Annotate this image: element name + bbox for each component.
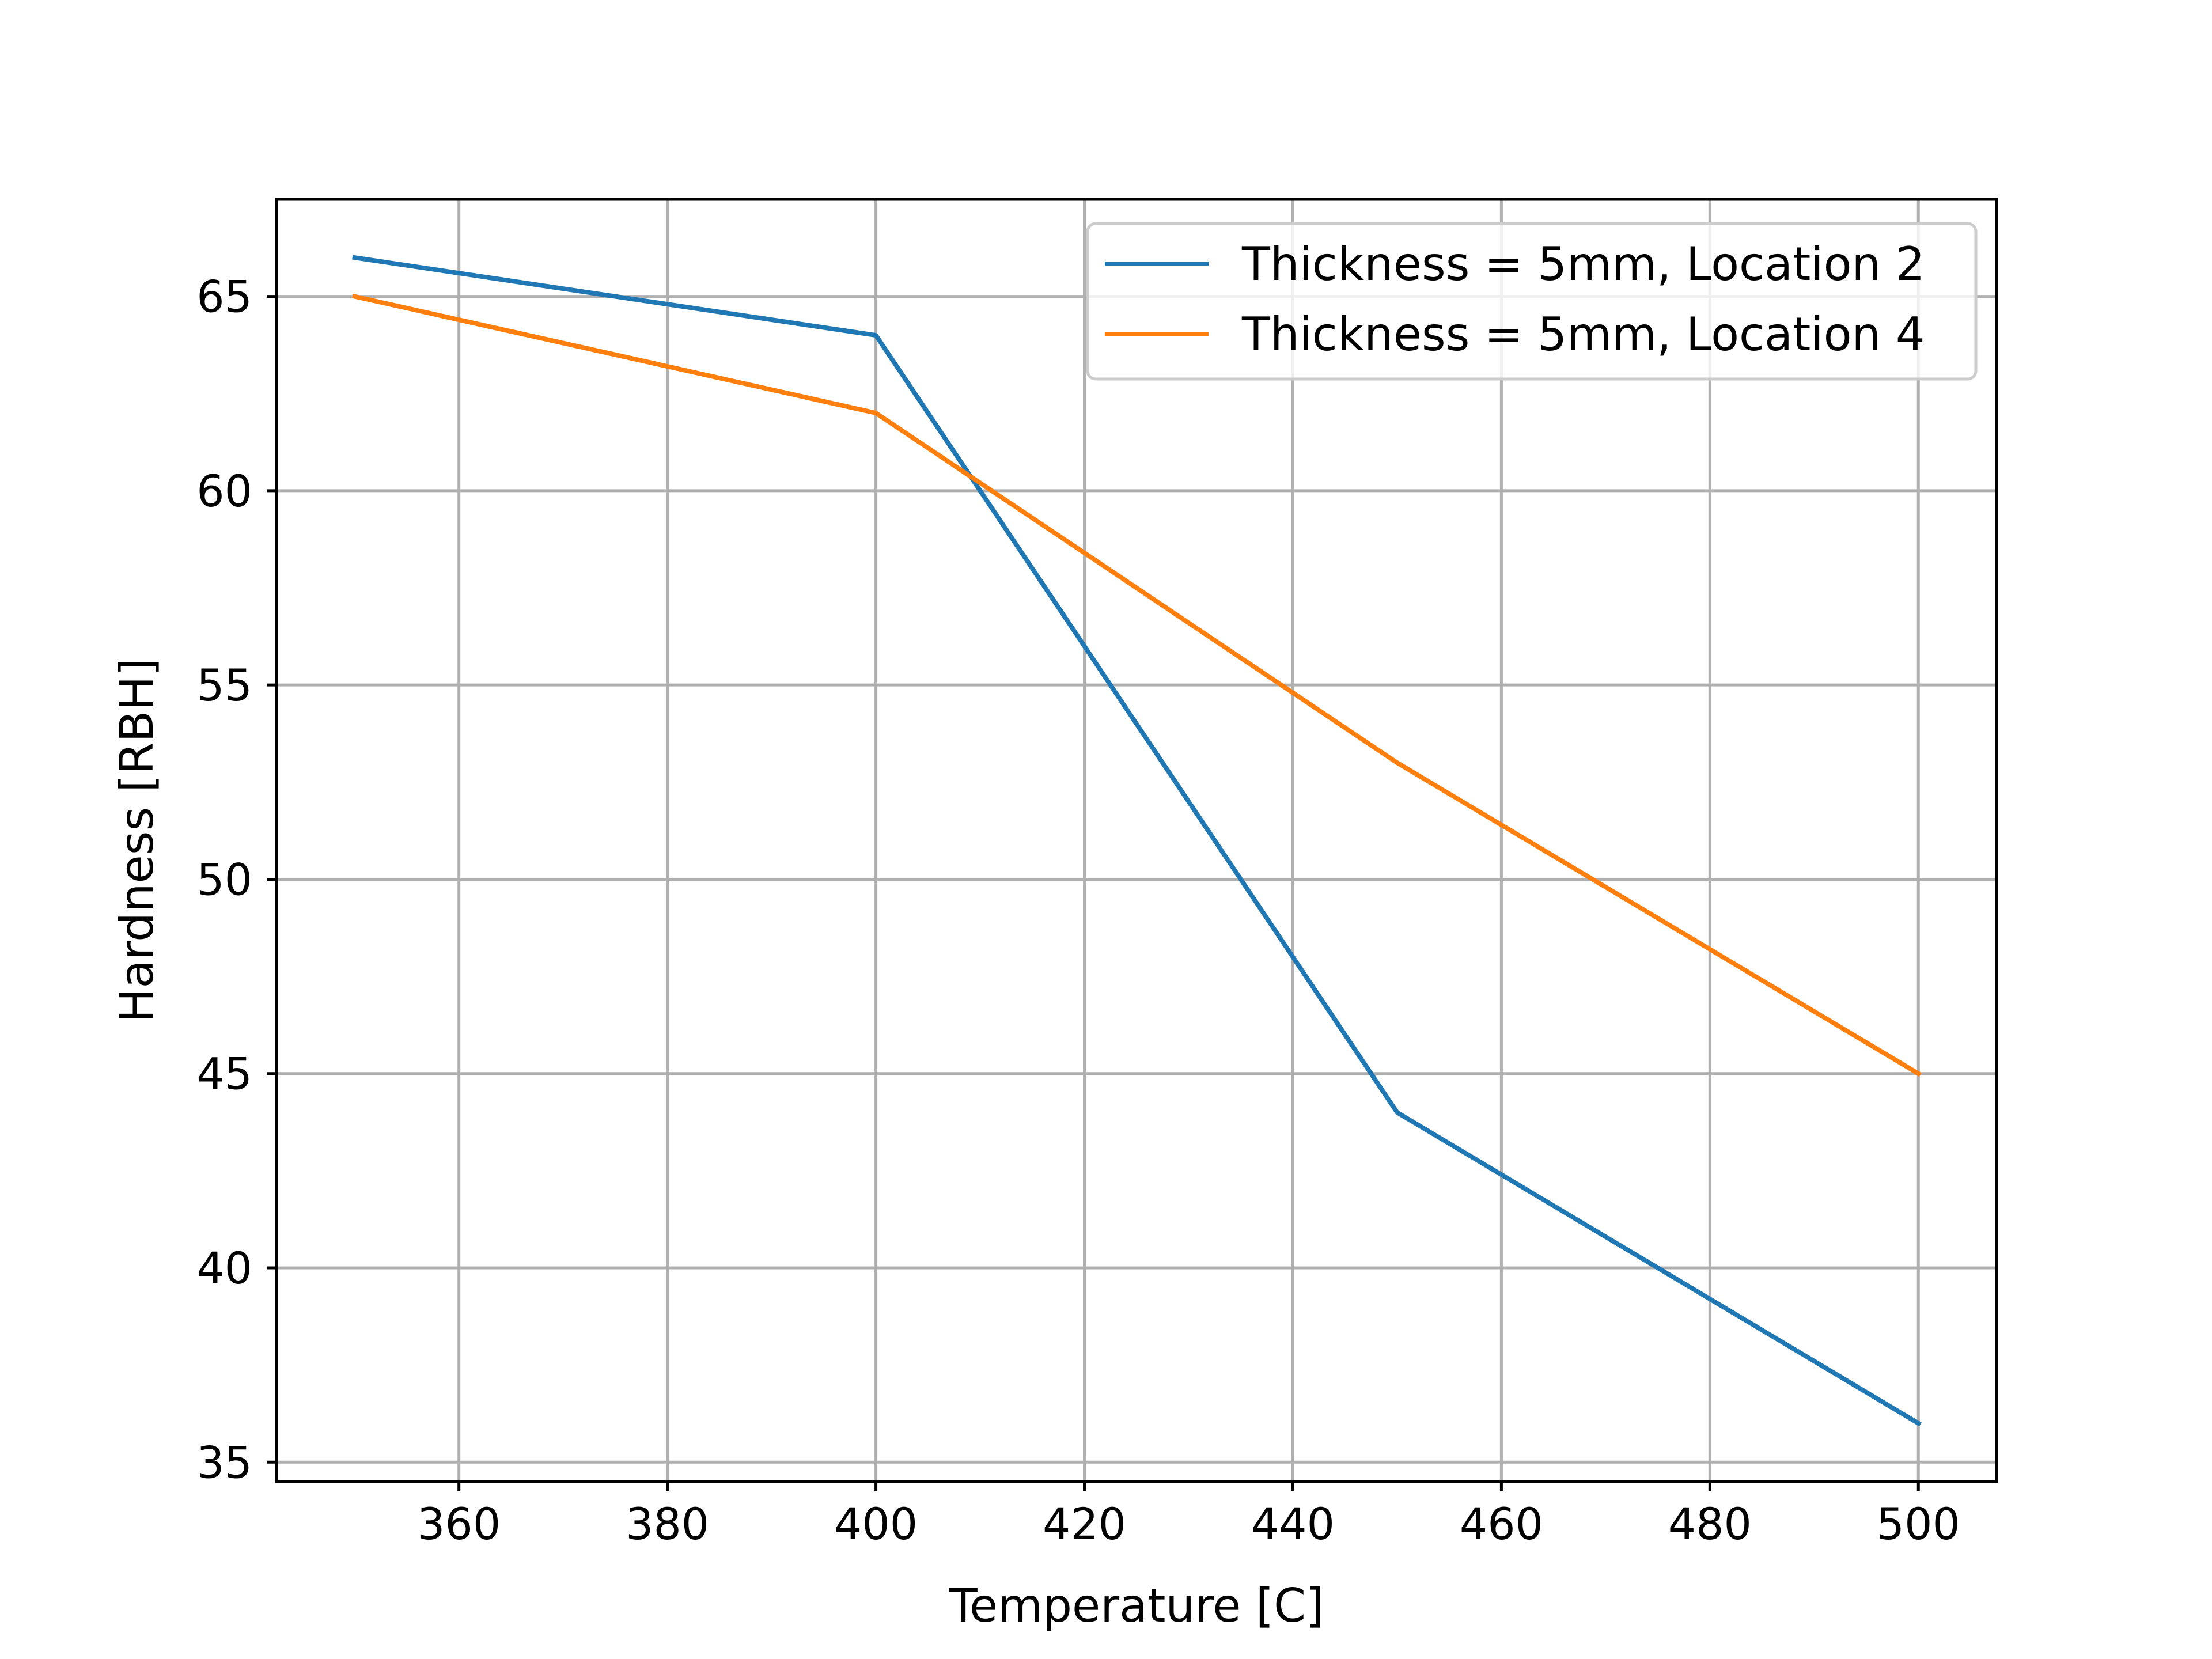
x-tick-label: 480 [1668, 1498, 1752, 1550]
x-axis-label: Temperature [C] [949, 1579, 1324, 1633]
legend: Thickness = 5mm, Location 2 Thickness = … [1086, 222, 1978, 381]
data-point [353, 255, 357, 260]
series-line-1 [352, 255, 1922, 1427]
legend-label-location-4: Thickness = 5mm, Location 4 [1241, 308, 1925, 361]
data-point [874, 333, 878, 338]
y-tick-label: 50 [196, 854, 252, 905]
y-tick-label: 60 [196, 465, 252, 517]
x-tick-label: 360 [417, 1498, 501, 1550]
plot-frame [275, 198, 1998, 1483]
data-point [1395, 1110, 1399, 1115]
y-tick-label: 55 [196, 660, 252, 711]
x-axis: 360 380 400 420 440 460 480 500 [417, 1482, 1960, 1550]
x-tick-label: 380 [626, 1498, 709, 1550]
y-tick-label: 45 [196, 1048, 252, 1100]
y-tick-label: 40 [196, 1243, 252, 1294]
series-line-2 [351, 293, 1922, 1077]
legend-label-location-2: Thickness = 5mm, Location 2 [1241, 237, 1925, 291]
x-tick-label: 420 [1043, 1498, 1126, 1550]
y-tick-label: 65 [196, 271, 252, 323]
x-tick-label: 460 [1460, 1498, 1543, 1550]
data-point [1916, 1071, 1921, 1076]
y-tick-label: 35 [196, 1437, 252, 1488]
y-axis-label: Hardness [RBH] [110, 658, 164, 1022]
data-point [1916, 1421, 1921, 1426]
data-point [353, 294, 357, 299]
data-point [874, 411, 878, 415]
y-axis: 35 40 45 50 55 60 65 [196, 271, 276, 1488]
series-layer [351, 255, 1922, 1427]
legend-box [1086, 222, 1978, 381]
x-tick-label: 440 [1251, 1498, 1335, 1550]
x-tick-label: 400 [834, 1498, 918, 1550]
x-tick-label: 500 [1877, 1498, 1960, 1550]
data-point [1395, 760, 1399, 765]
